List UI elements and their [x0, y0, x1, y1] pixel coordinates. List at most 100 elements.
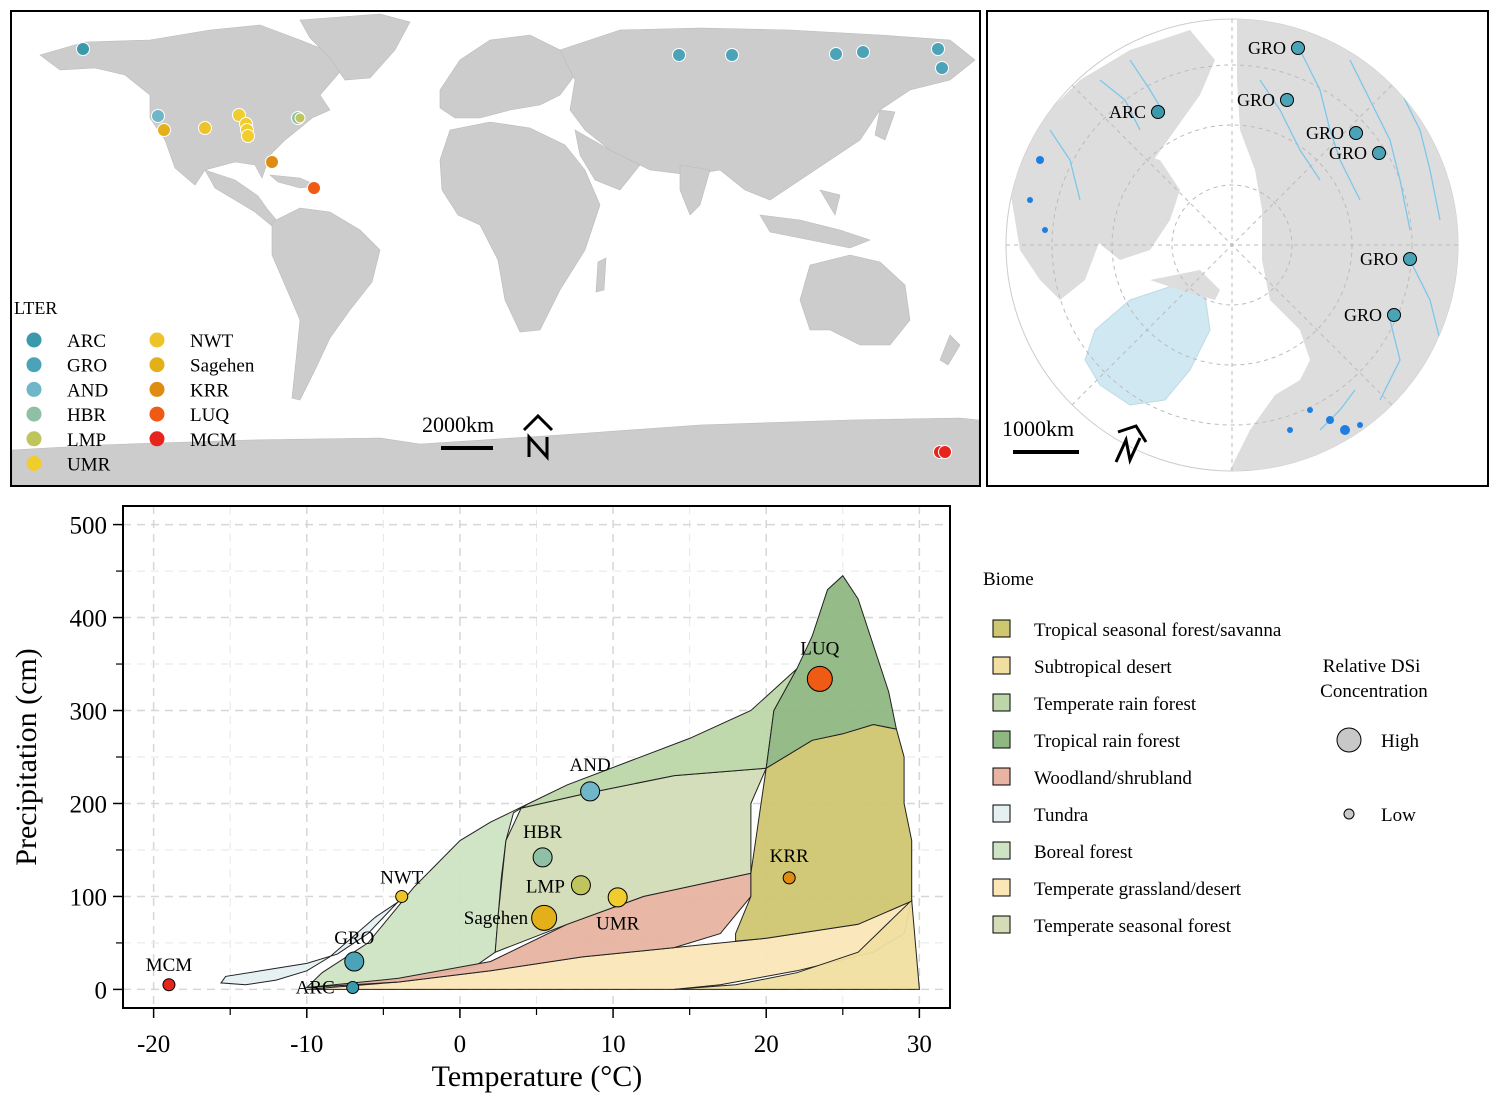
lter-legend-label: UMR	[67, 455, 111, 476]
lter-legend-marker	[26, 406, 42, 422]
antarctica	[12, 417, 979, 485]
biome-legend-label: Temperate seasonal forest	[1034, 916, 1232, 937]
chart-point-mcm	[162, 978, 176, 992]
polar-point-label: GRO	[1360, 249, 1398, 269]
polar-point-gro	[1349, 126, 1363, 140]
japan	[874, 109, 896, 141]
size-legend-high-label: High	[1381, 731, 1420, 752]
se-asia-islands	[759, 189, 871, 249]
biome-region-subtropical	[674, 899, 920, 990]
polar-point-gro	[1387, 308, 1401, 322]
site-point-nwt	[198, 121, 212, 135]
site-point-lmp	[294, 112, 306, 124]
size-legend-low-marker	[1343, 808, 1355, 820]
biome-region-trop-rain	[765, 574, 898, 770]
lter-legend: LTER ARC GRO AND HBR LMP UMR NWT Sagehen KRR LUQ M…	[14, 298, 255, 476]
lter-legend-marker	[149, 406, 165, 422]
chart-point-label: Sagehen	[464, 908, 529, 929]
site-point-sagehen	[157, 123, 171, 137]
greenland	[299, 13, 411, 81]
site-point-krr	[265, 155, 279, 169]
y-tick-label: 0	[95, 977, 108, 1004]
chart-point-sagehen	[531, 904, 558, 931]
chart-point-label: ARC	[296, 978, 335, 999]
lter-legend-marker	[149, 431, 165, 447]
lter-legend-marker	[149, 381, 165, 397]
size-legend-high-marker	[1336, 727, 1362, 753]
lter-legend-marker	[26, 357, 42, 373]
biome-legend-label: Boreal forest	[1034, 842, 1133, 863]
biome-legend-label: Temperate rain forest	[1034, 694, 1197, 715]
x-tick-label: 30	[907, 1031, 932, 1058]
biome-legend-swatch	[992, 619, 1011, 638]
biome-chart: MCM GRO ARC NWT HBR AND LMP UMR Sagehen KRR LUQ -2…	[10, 505, 951, 1093]
chart-point-label: LMP	[526, 876, 565, 897]
polar-point-gro	[1291, 41, 1305, 55]
chart-point-label: UMR	[596, 913, 640, 934]
y-tick-label: 500	[70, 513, 108, 540]
arabia-india	[574, 129, 711, 216]
site-point-gro	[931, 42, 945, 56]
lter-legend-marker	[149, 357, 165, 373]
y-tick-label: 400	[70, 606, 108, 633]
biome-legend-swatch	[992, 730, 1011, 749]
polar-point-label: GRO	[1306, 123, 1344, 143]
lter-legend-label: Sagehen	[190, 356, 255, 377]
polar-point-label: GRO	[1248, 38, 1286, 58]
chart-point-label: LUQ	[800, 638, 839, 659]
chart-point-luq	[806, 665, 833, 692]
lter-legend-label: AND	[67, 380, 108, 401]
polar-scale-bar: 1000km	[1002, 416, 1079, 454]
x-axis-title: Temperature (°C)	[432, 1060, 643, 1093]
biome-legend-label: Tropical seasonal forest/savanna	[1034, 620, 1282, 641]
lter-legend-label: KRR	[190, 380, 229, 401]
biome-legend-swatch	[992, 656, 1011, 675]
north-arrow-icon	[522, 413, 554, 461]
asia	[559, 27, 976, 201]
biome-legend-swatch	[992, 878, 1011, 897]
north-america	[39, 24, 341, 186]
size-legend: Relative DSi Concentration High Low	[1320, 656, 1428, 826]
north-arrow-icon	[1114, 424, 1148, 465]
world-landmasses	[12, 13, 979, 485]
y-tick-label: 100	[70, 884, 108, 911]
lter-legend-title: LTER	[14, 298, 57, 318]
y-tick-label: 300	[70, 699, 108, 726]
biome-legend-label: Temperate grassland/desert	[1034, 879, 1242, 900]
madagascar	[595, 257, 607, 293]
polar-point-gro	[1403, 252, 1417, 266]
biome-legend-swatch	[992, 915, 1011, 934]
x-tick-label: -10	[290, 1031, 323, 1058]
site-point-mcm	[938, 445, 952, 459]
chart-point-lmp	[570, 875, 591, 896]
australia	[799, 254, 911, 346]
lter-legend-marker	[149, 332, 165, 348]
site-point-luq	[307, 181, 321, 195]
africa	[439, 121, 601, 333]
polar-scale-label: 1000km	[1002, 416, 1074, 441]
world-map-panel: LTER ARC GRO AND HBR LMP UMR NWT Sagehen KRR LUQ M…	[10, 10, 981, 487]
x-tick-label: 0	[454, 1031, 467, 1058]
lter-legend-label: LMP	[67, 430, 106, 451]
lter-legend-label: NWT	[190, 331, 234, 352]
chart-point-krr	[782, 871, 796, 885]
y-axis-title: Precipitation (cm)	[10, 648, 43, 865]
biome-legend-swatch	[992, 693, 1011, 712]
biome-regions	[220, 574, 920, 990]
x-tick-label: 10	[601, 1031, 626, 1058]
lter-legend-marker	[26, 381, 42, 397]
chart-point-label: HBR	[523, 822, 562, 843]
polar-point-label: GRO	[1329, 143, 1367, 163]
y-tick-label: 200	[70, 791, 108, 818]
site-point-umr	[241, 129, 255, 143]
lter-legend-marker	[26, 431, 42, 447]
chart-point-umr	[607, 887, 628, 908]
polar-point-label: ARC	[1109, 102, 1146, 122]
site-point-gro	[856, 45, 870, 59]
biome-legend-swatch	[992, 841, 1011, 860]
polar-landmasses	[1006, 19, 1458, 471]
chart-point-label: GRO	[334, 928, 374, 949]
lter-legend-label: MCM	[190, 430, 237, 451]
